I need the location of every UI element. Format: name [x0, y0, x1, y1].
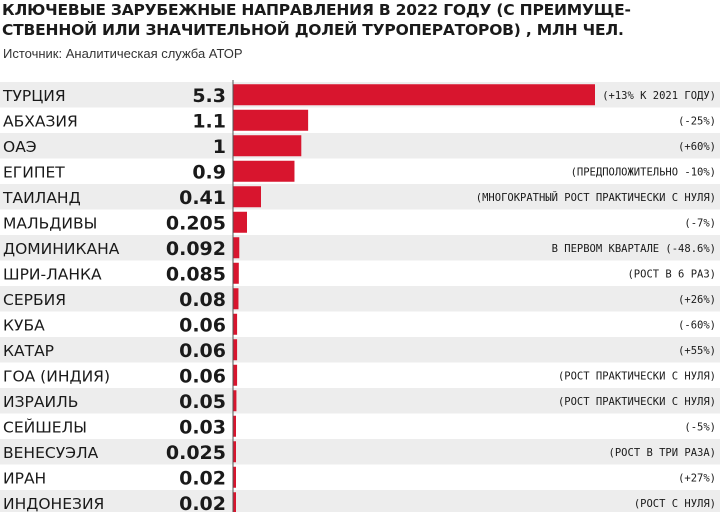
value-label: 0.02	[179, 493, 226, 512]
value-label: 0.06	[179, 314, 226, 336]
value-label: 0.205	[166, 212, 226, 234]
value-label: 0.05	[179, 391, 226, 413]
change-note: (-7%)	[684, 217, 716, 229]
country-label: ТУРЦИЯ	[2, 87, 66, 105]
change-note: (МНОГОКРАТНЫЙ РОСТ ПРАКТИЧЕСКИ С НУЛЯ)	[476, 191, 716, 204]
country-label: ВЕНЕСУЭЛА	[3, 444, 99, 462]
row-stripe	[0, 133, 720, 159]
country-label: ДОМИНИКАНА	[3, 240, 120, 258]
bar	[233, 466, 236, 488]
country-label: ИЗРАИЛЬ	[3, 393, 78, 411]
country-label: СЕРБИЯ	[3, 291, 66, 309]
row-stripe	[0, 490, 720, 512]
change-note: (+60%)	[678, 141, 716, 153]
value-label: 0.06	[179, 340, 226, 362]
country-label: ГОА (ИНДИЯ)	[3, 367, 110, 385]
bar	[233, 339, 238, 361]
row-stripe	[0, 184, 720, 210]
change-note: (+55%)	[678, 345, 716, 357]
bar	[233, 288, 239, 310]
country-label: КУБА	[3, 316, 45, 334]
bar	[233, 364, 238, 386]
change-note: В ПЕРВОМ КВАРТАЛЕ (-48.6%)	[552, 243, 716, 255]
country-label: МАЛЬДИВЫ	[3, 214, 97, 232]
value-label: 0.085	[166, 263, 226, 285]
value-label: 0.06	[179, 365, 226, 387]
bar	[233, 262, 239, 284]
value-label: 1.1	[192, 110, 226, 132]
country-label: ШРИ-ЛАНКА	[3, 265, 102, 283]
chart-source: Источник: Аналитическая служба АТОР	[3, 46, 243, 61]
change-note: (+27%)	[678, 472, 716, 484]
country-label: ИНДОНЕЗИЯ	[3, 495, 104, 512]
bar	[233, 84, 595, 106]
row-stripe	[0, 286, 720, 312]
bar	[233, 211, 248, 233]
country-label: СЕЙШЕЛЫ	[3, 417, 87, 436]
value-label: 0.092	[166, 238, 226, 260]
country-label: ЕГИПЕТ	[3, 163, 65, 181]
country-label: АБХАЗИЯ	[3, 112, 78, 130]
change-note: (-5%)	[684, 421, 716, 433]
value-label: 0.08	[179, 289, 226, 311]
bar	[233, 135, 302, 157]
change-note: (РОСТ В 6 РАЗ)	[627, 268, 716, 280]
value-label: 0.025	[166, 442, 226, 464]
value-label: 0.03	[179, 416, 226, 438]
bar	[233, 313, 238, 335]
country-label: ОАЭ	[3, 138, 37, 156]
value-label: 0.02	[179, 467, 226, 489]
row-stripe	[0, 439, 720, 465]
bar	[233, 441, 236, 463]
change-note: (РОСТ ПРАКТИЧЕСКИ С НУЛЯ)	[558, 370, 716, 382]
value-label: 0.9	[192, 161, 226, 183]
bar	[233, 415, 236, 437]
bar	[233, 492, 236, 512]
bar	[233, 109, 309, 131]
chart-title: КЛЮЧЕВЫЕ ЗАРУБЕЖНЫЕ НАПРАВЛЕНИЯ В 2022 Г…	[2, 1, 631, 39]
change-note: (+26%)	[678, 294, 716, 306]
change-note: (ПРЕДПОЛОЖИТЕЛЬНО -10%)	[571, 166, 716, 178]
change-note: (РОСТ С НУЛЯ)	[634, 498, 716, 510]
row-stripe	[0, 337, 720, 363]
change-note: (РОСТ ПРАКТИЧЕСКИ С НУЛЯ)	[558, 396, 716, 408]
change-note: (+13% К 2021 ГОДУ)	[602, 90, 716, 102]
bar	[233, 237, 240, 259]
row-stripe	[0, 388, 720, 414]
country-label: ТАИЛАНД	[2, 189, 81, 207]
bar	[233, 390, 237, 412]
change-note: (-25%)	[678, 115, 716, 127]
bar	[233, 186, 262, 208]
value-label: 5.3	[192, 85, 226, 107]
bar	[233, 160, 295, 182]
value-label: 1	[213, 136, 226, 158]
country-label: ИРАН	[3, 469, 46, 487]
change-note: (-60%)	[678, 319, 716, 331]
change-note: (РОСТ В ТРИ РАЗА)	[609, 447, 716, 459]
value-label: 0.41	[179, 187, 226, 209]
country-label: КАТАР	[3, 342, 54, 360]
row-stripe	[0, 235, 720, 261]
